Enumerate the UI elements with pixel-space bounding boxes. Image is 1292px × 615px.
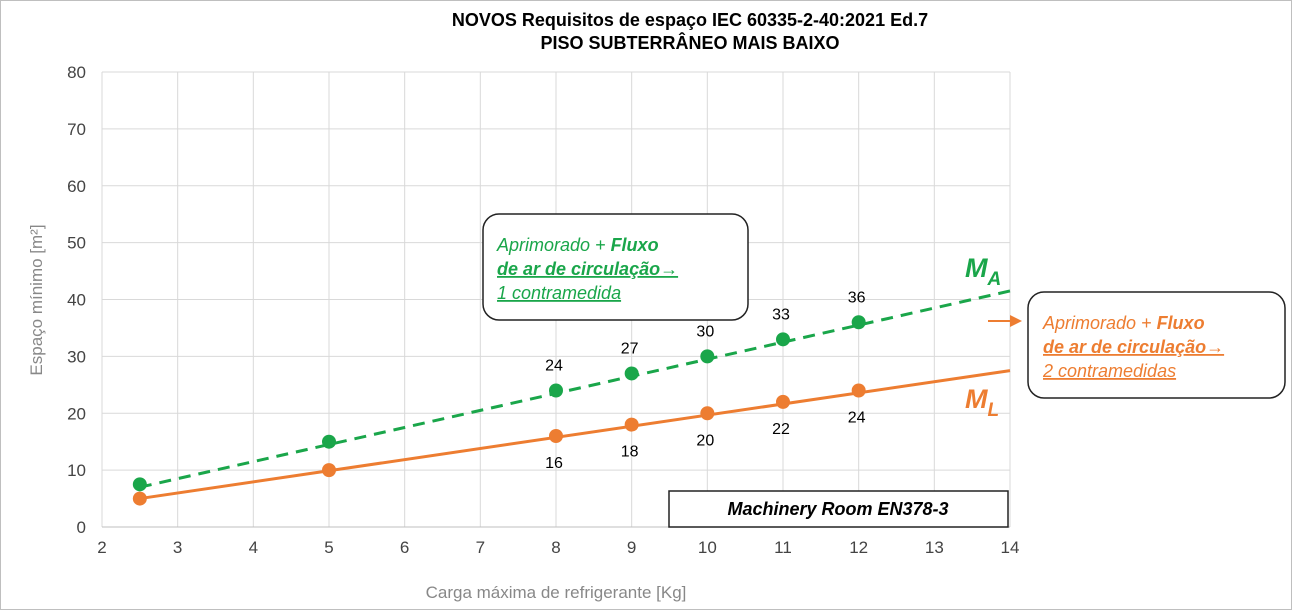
data-point bbox=[776, 394, 790, 409]
y-tick-label: 70 bbox=[67, 120, 86, 139]
y-axis-label: Espaço mínimo [m²] bbox=[27, 224, 46, 375]
x-tick-label: 12 bbox=[849, 538, 868, 557]
data-label: 24 bbox=[848, 410, 866, 427]
y-tick-label: 60 bbox=[67, 177, 86, 196]
x-tick-label: 14 bbox=[1001, 538, 1020, 557]
annotation-box bbox=[1027, 291, 1286, 399]
data-point bbox=[776, 332, 790, 347]
annotation-part: de ar de circulação→ bbox=[497, 259, 678, 279]
legend-name: M bbox=[965, 253, 988, 283]
annotation: Machinery Room EN378-3 bbox=[727, 499, 948, 519]
data-point bbox=[700, 406, 715, 421]
data-label: 36 bbox=[848, 289, 866, 306]
data-point bbox=[322, 463, 336, 478]
legend-entry: MA bbox=[965, 253, 1001, 290]
data-label: 27 bbox=[621, 340, 639, 357]
y-tick-label: 0 bbox=[77, 518, 86, 537]
x-tick-label: 5 bbox=[324, 538, 333, 557]
y-tick-label: 80 bbox=[67, 63, 86, 82]
data-label: 18 bbox=[621, 444, 639, 461]
data-label: 24 bbox=[545, 358, 563, 375]
x-tick-label: 6 bbox=[400, 538, 409, 557]
data-label: 16 bbox=[545, 455, 563, 472]
arrow-head bbox=[1010, 315, 1022, 327]
x-tick-label: 7 bbox=[476, 538, 485, 557]
annotation: 1 contramedida bbox=[497, 283, 621, 303]
data-point bbox=[851, 315, 866, 330]
x-tick-label: 4 bbox=[249, 538, 258, 557]
data-point bbox=[132, 477, 147, 492]
legend-subscript: L bbox=[988, 400, 1000, 421]
x-tick-label: 13 bbox=[925, 538, 944, 557]
x-axis-label: Carga máxima de refrigerante [Kg] bbox=[426, 583, 687, 602]
chart-title: PISO SUBTERRÂNEO MAIS BAIXO bbox=[540, 32, 839, 53]
annotation: Aprimorado + Fluxo bbox=[1042, 313, 1205, 333]
annotation: 2 contramedidas bbox=[1042, 361, 1176, 381]
annotation-part: de ar de circulação→ bbox=[1043, 337, 1224, 357]
data-label: 30 bbox=[696, 323, 714, 340]
data-label: 22 bbox=[772, 421, 790, 438]
chart-title: NOVOS Requisitos de espaço IEC 60335-2-4… bbox=[452, 10, 928, 30]
x-tick-label: 8 bbox=[551, 538, 560, 557]
x-tick-label: 3 bbox=[173, 538, 182, 557]
data-label: 33 bbox=[772, 306, 790, 323]
data-point bbox=[322, 434, 336, 449]
x-tick-label: 10 bbox=[698, 538, 717, 557]
x-tick-label: 9 bbox=[627, 538, 636, 557]
annotation: Aprimorado + Fluxo bbox=[496, 235, 659, 255]
data-point bbox=[132, 491, 147, 506]
annotation-box bbox=[482, 213, 749, 321]
legend-entry: ML bbox=[965, 384, 999, 421]
legend-subscript: A bbox=[987, 269, 1002, 290]
legend-name: M bbox=[965, 384, 988, 414]
data-point bbox=[624, 366, 639, 381]
annotation-part: 2 contramedidas bbox=[1042, 361, 1176, 381]
plot bbox=[132, 289, 1011, 506]
annotation: de ar de circulação→ bbox=[497, 259, 678, 279]
x-tick-label: 2 bbox=[97, 538, 106, 557]
data-point bbox=[700, 349, 715, 364]
y-tick-label: 40 bbox=[67, 291, 86, 310]
annotation: de ar de circulação→ bbox=[1043, 337, 1224, 357]
annotation-part: Aprimorado + bbox=[496, 235, 611, 255]
y-tick-label: 10 bbox=[67, 461, 86, 480]
data-point bbox=[851, 383, 866, 398]
data-point bbox=[549, 429, 563, 443]
annotation-part: 1 contramedida bbox=[497, 283, 621, 303]
data-point bbox=[549, 383, 563, 398]
annotation-part: Fluxo bbox=[611, 235, 659, 255]
annotation-part: Aprimorado + bbox=[1042, 313, 1157, 333]
data-label: 20 bbox=[696, 432, 714, 449]
y-tick-label: 20 bbox=[67, 404, 86, 423]
y-tick-label: 50 bbox=[67, 234, 86, 253]
annotation-part: Fluxo bbox=[1157, 313, 1205, 333]
x-tick-label: 11 bbox=[774, 538, 792, 557]
y-tick-label: 30 bbox=[67, 347, 86, 366]
data-point bbox=[624, 417, 639, 432]
annotation-box bbox=[668, 490, 1009, 528]
